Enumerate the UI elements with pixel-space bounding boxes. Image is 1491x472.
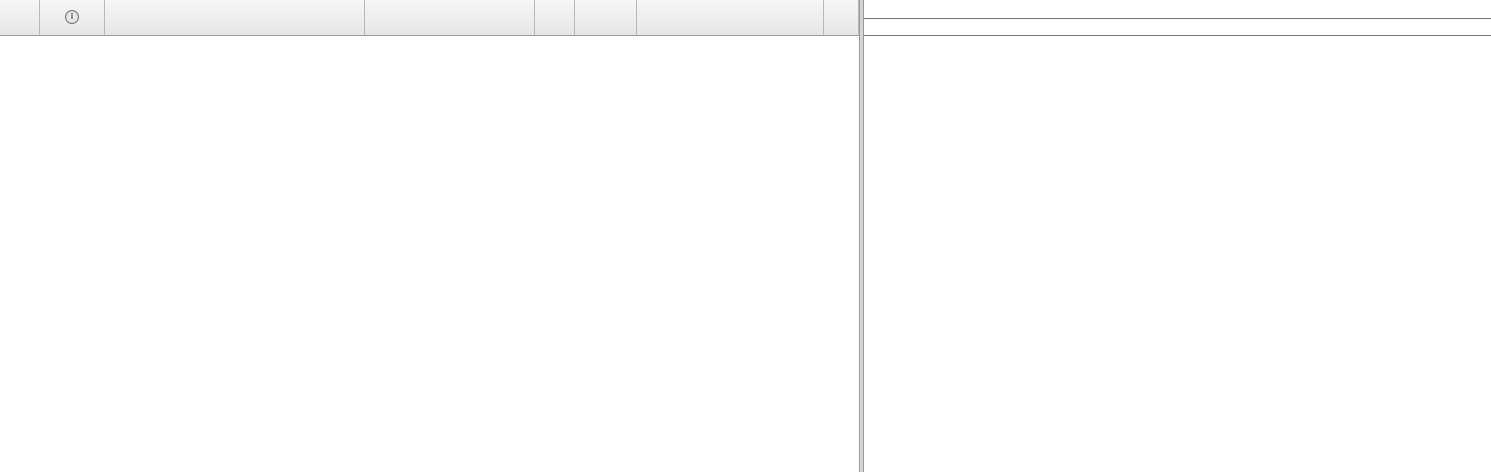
header-name[interactable] [105, 0, 365, 35]
info-icon: i [65, 9, 79, 24]
timescale-weeks [864, 0, 1491, 19]
header-start[interactable] [535, 0, 575, 35]
pane-splitter[interactable] [859, 0, 864, 472]
header-predecessors[interactable] [637, 0, 824, 35]
header-indicators-column[interactable]: i [40, 0, 105, 35]
timescale-days [864, 18, 1491, 36]
header-add-column[interactable] [824, 0, 859, 35]
grid-header: i [0, 0, 859, 36]
header-id-column[interactable] [0, 0, 40, 35]
gantt-chart [864, 0, 1491, 472]
task-grid: i [0, 0, 859, 36]
header-finish[interactable] [575, 0, 637, 35]
header-duration[interactable] [365, 0, 535, 35]
